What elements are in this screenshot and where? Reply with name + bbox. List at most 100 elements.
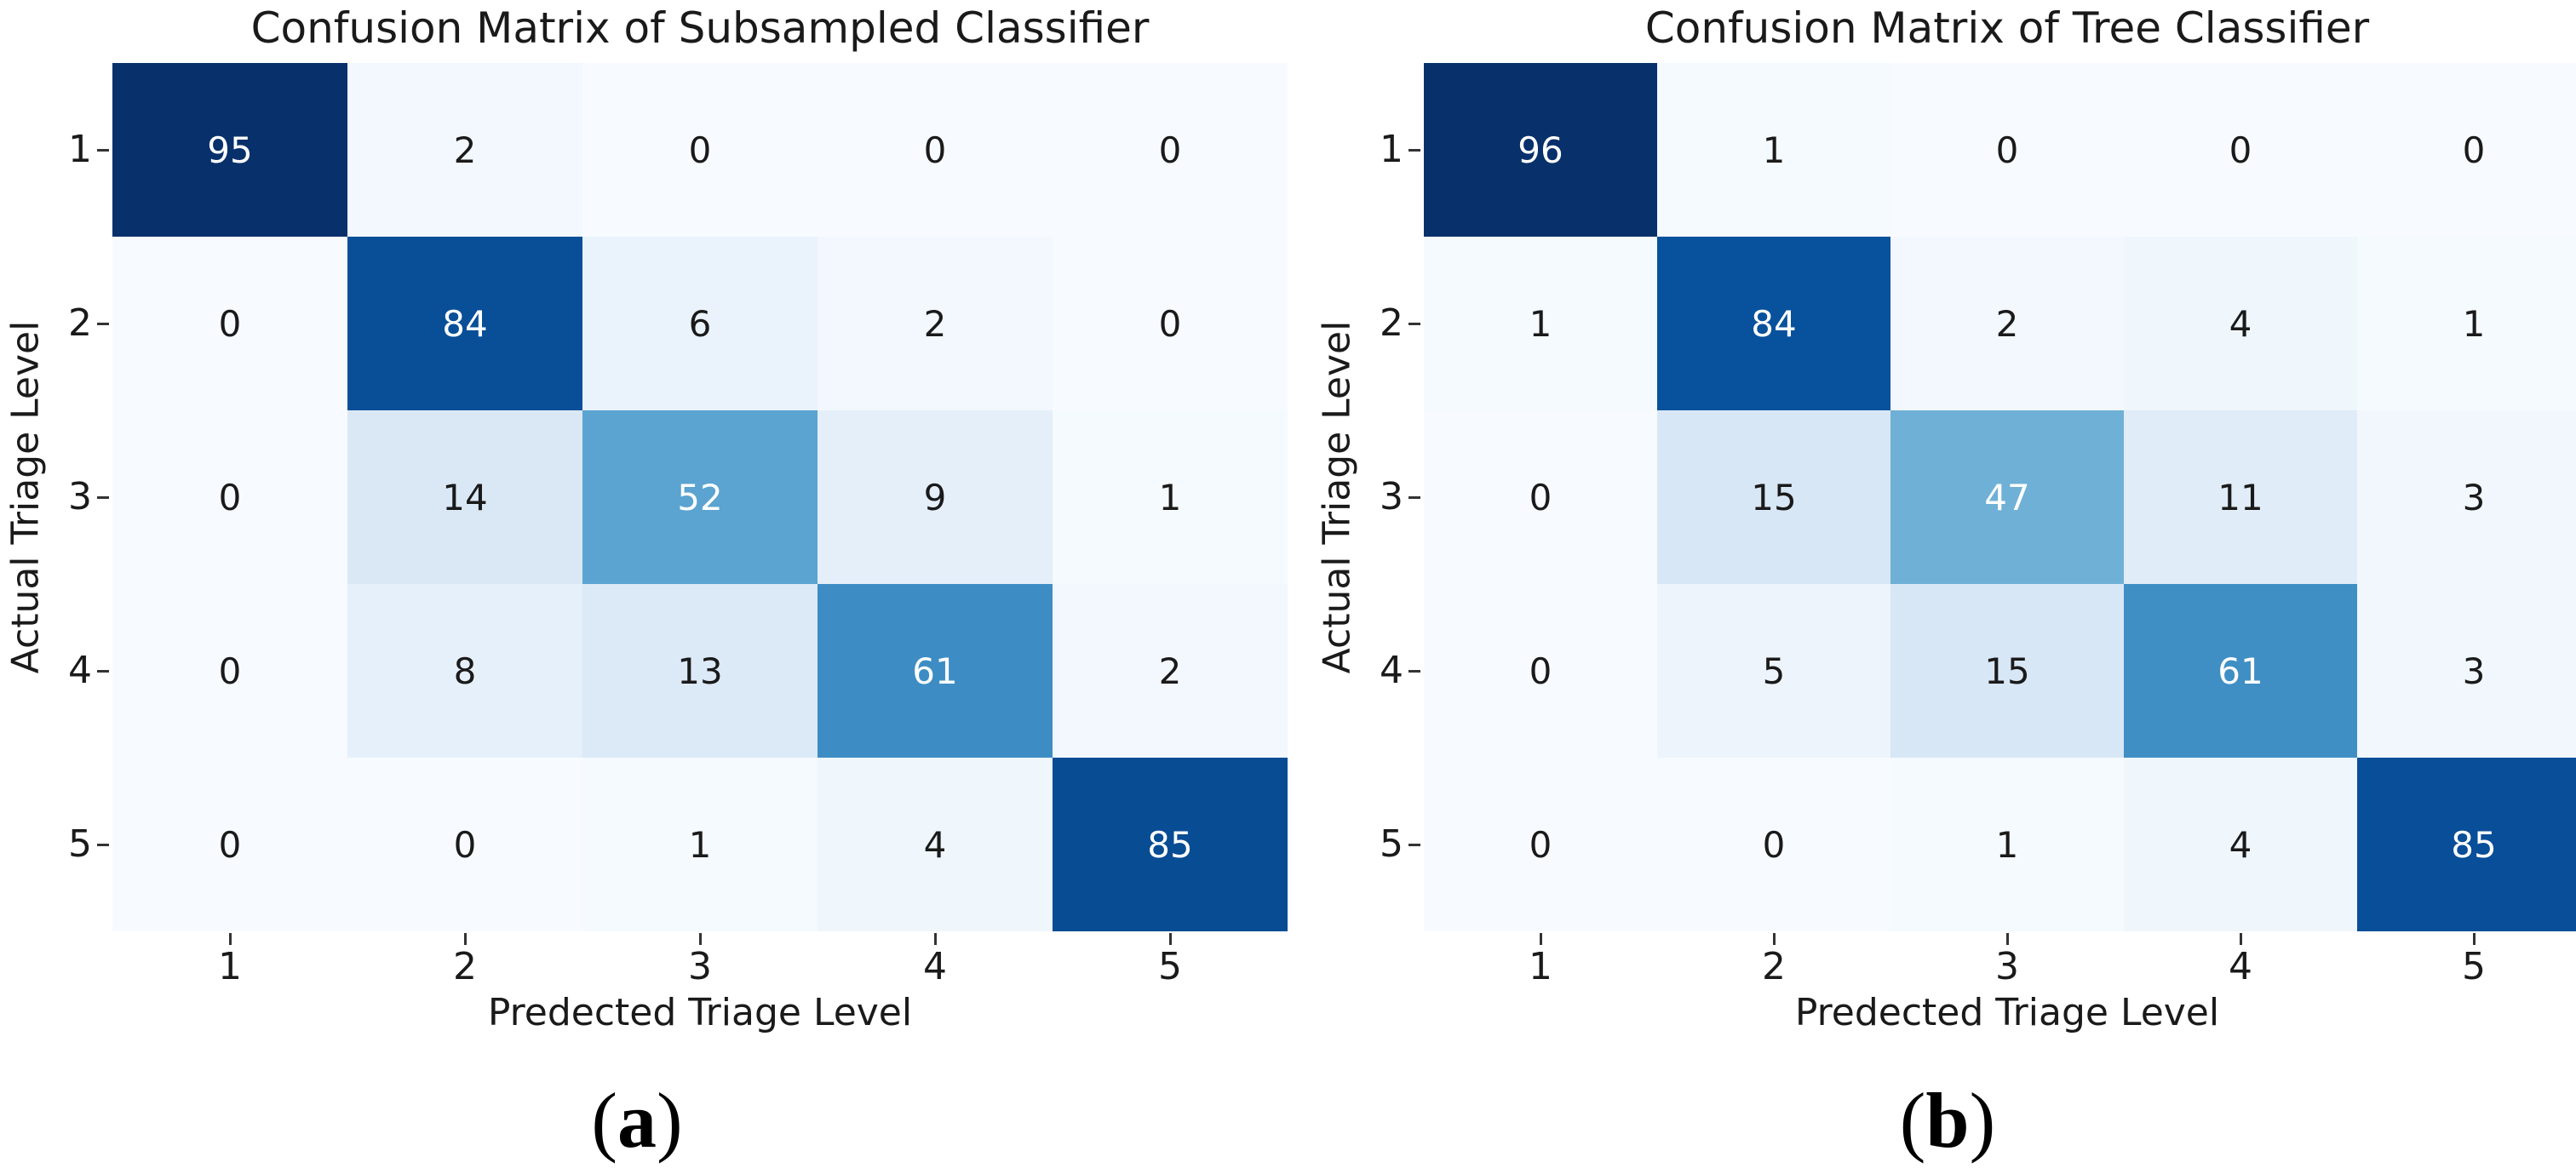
cell-value: 0 [1529, 650, 1552, 692]
x-tick-label: 3 [1995, 945, 2019, 988]
x-tick-label: 2 [1762, 945, 1786, 988]
heatmap-cell: 0 [1890, 63, 2124, 237]
x-tick-label: 1 [218, 945, 242, 988]
heatmap-cell: 2 [1890, 237, 2124, 410]
heatmap-cell: 84 [347, 237, 582, 410]
y-tick-mark [97, 669, 109, 673]
heatmap-cell: 95 [112, 63, 347, 237]
heatmap-cell: 11 [2124, 410, 2357, 584]
heatmap-cell: 47 [1890, 410, 2124, 584]
y-tick-label: 4 [68, 649, 92, 692]
heatmap-cell: 1 [582, 758, 818, 931]
heatmap-cell: 1 [1657, 63, 1890, 237]
heatmap-cell: 8 [347, 584, 582, 758]
cell-value: 5 [1762, 650, 1786, 692]
cell-value: 0 [218, 302, 242, 345]
heatmap-cell: 3 [2357, 584, 2576, 758]
y-tick-mark [1408, 669, 1420, 673]
x-tick-label: 4 [2229, 945, 2252, 988]
y-tick-mark [1408, 495, 1420, 499]
heatmap-cell: 4 [2124, 758, 2357, 931]
x-tick-mark [1539, 933, 1542, 945]
heatmap-cell: 4 [2124, 237, 2357, 410]
x-tick-label: 2 [453, 945, 477, 988]
y-tick-mark [1408, 148, 1420, 152]
cell-value: 0 [1529, 476, 1552, 518]
heatmap-cell: 0 [112, 758, 347, 931]
heatmap-cell: 0 [112, 237, 347, 410]
heatmap-cell: 1 [2357, 237, 2576, 410]
y-tick-label: 3 [1380, 475, 1403, 518]
x-tick-mark [698, 933, 702, 945]
cell-value: 95 [207, 129, 253, 171]
heatmap-cell: 0 [2124, 63, 2357, 237]
heatmap-cell: 0 [112, 410, 347, 584]
cell-value: 85 [2451, 823, 2497, 866]
x-tick-label: 4 [923, 945, 947, 988]
heatmap-cell: 0 [1053, 63, 1288, 237]
cell-value: 0 [2229, 129, 2252, 171]
chart-title: Confusion Matrix of Subsampled Classifie… [250, 3, 1150, 53]
y-tick-mark [97, 148, 109, 152]
heatmap-cell: 6 [582, 237, 818, 410]
cell-value: 15 [1984, 650, 2030, 692]
heatmap-cell: 0 [582, 63, 818, 237]
heatmap-cell: 14 [347, 410, 582, 584]
cell-value: 13 [677, 650, 723, 692]
subfigure-caption: (b) [1777, 1076, 2118, 1165]
cell-value: 4 [2229, 823, 2252, 866]
heatmap-cell: 4 [818, 758, 1053, 931]
cell-value: 6 [688, 302, 712, 345]
heatmap-cell: 52 [582, 410, 818, 584]
y-tick-mark [97, 322, 109, 325]
heatmap-cell: 2 [1053, 584, 1288, 758]
cell-value: 0 [218, 823, 242, 866]
cell-value: 52 [677, 476, 723, 518]
caption-letter: b [1925, 1077, 1970, 1164]
y-tick-label: 2 [68, 301, 92, 345]
heatmap-cell: 9 [818, 410, 1053, 584]
heatmap-cell: 0 [818, 63, 1053, 237]
cell-value: 2 [453, 129, 477, 171]
y-tick-label: 1 [68, 128, 92, 171]
cell-value: 0 [688, 129, 712, 171]
heatmap-cell: 15 [1657, 410, 1890, 584]
heatmap-cell: 13 [582, 584, 818, 758]
heatmap-cell: 1 [1424, 237, 1657, 410]
cell-value: 0 [453, 823, 477, 866]
cell-value: 0 [1158, 129, 1182, 171]
cell-value: 1 [1529, 302, 1552, 345]
cell-value: 1 [1995, 823, 2019, 866]
x-tick-label: 1 [1529, 945, 1552, 988]
cell-value: 96 [1517, 129, 1563, 171]
cell-value: 0 [2462, 129, 2486, 171]
chart-title: Confusion Matrix of Tree Classifier [1644, 3, 2370, 53]
heatmap-cell: 1 [1890, 758, 2124, 931]
heatmap-cell: 85 [1053, 758, 1288, 931]
cell-value: 84 [1751, 302, 1797, 345]
cell-value: 9 [923, 476, 947, 518]
cell-value: 8 [453, 650, 477, 692]
heatmap-cell: 3 [2357, 410, 2576, 584]
x-tick-mark [2005, 933, 2009, 945]
caption-letter: a [617, 1077, 657, 1164]
heatmap-cell: 2 [347, 63, 582, 237]
x-tick-mark [1168, 933, 1172, 945]
x-tick-mark [2239, 933, 2242, 945]
caption-paren: ( [1899, 1077, 1926, 1164]
cell-value: 1 [688, 823, 712, 866]
heatmap-cell: 0 [1053, 237, 1288, 410]
x-tick-mark [463, 933, 467, 945]
x-tick-mark [1772, 933, 1776, 945]
y-tick-mark [97, 843, 109, 846]
y-tick-label: 4 [1380, 649, 1403, 692]
cell-value: 85 [1147, 823, 1193, 866]
y-tick-label: 3 [68, 475, 92, 518]
x-tick-mark [228, 933, 232, 945]
cell-value: 2 [1158, 650, 1182, 692]
x-tick-label: 5 [1158, 945, 1182, 988]
cell-value: 2 [923, 302, 947, 345]
cell-value: 3 [2462, 650, 2486, 692]
cell-value: 0 [218, 476, 242, 518]
